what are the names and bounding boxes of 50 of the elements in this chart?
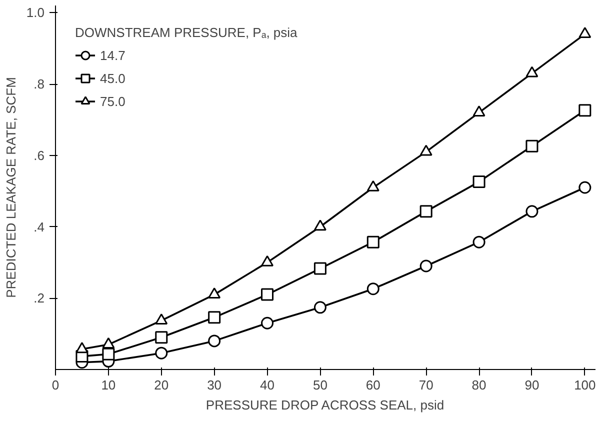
y-tick-label: .6 (34, 148, 44, 163)
point (155, 314, 168, 325)
y-tick-label: .4 (34, 219, 44, 234)
point (208, 334, 221, 348)
point (366, 282, 380, 296)
point (76, 342, 88, 354)
point (420, 144, 432, 156)
point (578, 181, 592, 194)
point (314, 301, 326, 314)
point (366, 180, 380, 192)
y-tick-label: .2 (34, 290, 44, 306)
x-tick-label: 90 (524, 378, 540, 392)
point (261, 288, 274, 301)
point (578, 104, 592, 117)
point (366, 236, 380, 248)
point (578, 26, 592, 38)
point (314, 262, 326, 275)
point (472, 105, 486, 116)
point (208, 311, 221, 324)
point (314, 220, 326, 231)
point (261, 255, 274, 266)
point (526, 66, 538, 78)
point (526, 205, 538, 218)
x-tick-label: 0 (52, 378, 60, 392)
x-tick-label: 40 (260, 378, 275, 392)
y-tick-label: 1.0 (26, 5, 45, 20)
x-tick-label: 50 (312, 378, 328, 392)
point (420, 260, 432, 272)
legend-label: 14.7 (100, 48, 126, 62)
x-tick-label: 80 (472, 378, 486, 392)
y-tick-label: .8 (34, 76, 44, 92)
point (420, 205, 432, 218)
legend-label: 45.0 (100, 70, 126, 86)
point (472, 236, 486, 248)
x-tick-label: 10 (101, 378, 116, 392)
point (155, 346, 168, 360)
point (472, 176, 486, 188)
x-tick-label: 70 (418, 378, 434, 392)
x-tick-label: 30 (207, 378, 222, 392)
x-axis-title: PRESSURE DROP ACROSS SEAL, psid (206, 398, 444, 412)
y-axis-title: PREDICTED LEAKAGE RATE, SCFM (3, 77, 18, 298)
point (155, 331, 168, 344)
x-tick-label: 20 (154, 378, 169, 392)
x-tick-label: 100 (574, 378, 596, 392)
point (102, 348, 115, 360)
legend-label: 75.0 (100, 94, 126, 108)
point (526, 140, 538, 152)
legend-title: DOWNSTREAM PRESSURE, Pₐ, psia (75, 25, 298, 40)
x-tick-label: 60 (366, 378, 380, 392)
point (261, 316, 274, 330)
